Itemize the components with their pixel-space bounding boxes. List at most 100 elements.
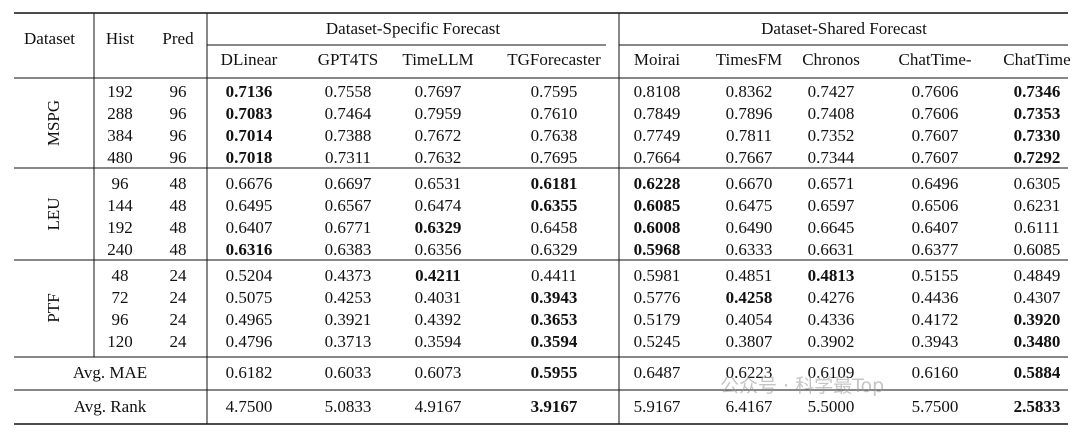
value-cell: 0.6329: [530, 240, 578, 259]
summary-value-cell: 0.6487: [633, 363, 681, 382]
pred-cell: 48: [169, 240, 187, 259]
pred-cell: 24: [169, 332, 187, 351]
hist-cell: 288: [107, 104, 133, 123]
value-cell: 0.7018: [225, 148, 273, 167]
value-cell: 0.4392: [414, 310, 462, 329]
value-cell: 0.7344: [807, 148, 855, 167]
hist-cell: 96: [111, 174, 129, 193]
value-cell: 0.7959: [414, 104, 462, 123]
value-cell: 0.7749: [633, 126, 681, 145]
summary-label: Avg. Rank: [73, 397, 147, 416]
value-cell: 0.7352: [807, 126, 855, 145]
value-cell: 0.7607: [911, 126, 959, 145]
value-cell: 0.7610: [530, 104, 578, 123]
value-cell: 0.7632: [414, 148, 462, 167]
value-cell: 0.8362: [725, 82, 773, 101]
value-cell: 0.6377: [911, 240, 959, 259]
value-cell: 0.6571: [807, 174, 855, 193]
summary-value-cell: 2.5833: [1013, 397, 1061, 416]
header-model: ChatTime: [1003, 50, 1071, 69]
value-cell: 0.7346: [1013, 82, 1061, 101]
value-cell: 0.7558: [324, 82, 372, 101]
value-cell: 0.6181: [530, 174, 578, 193]
value-cell: 0.6228: [633, 174, 681, 193]
value-cell: 0.3943: [911, 332, 959, 351]
value-cell: 0.7606: [911, 104, 959, 123]
value-cell: 0.5179: [633, 310, 681, 329]
summary-value-cell: 5.0833: [324, 397, 372, 416]
value-cell: 0.6008: [633, 218, 681, 237]
value-cell: 0.6355: [530, 196, 578, 215]
value-cell: 0.7136: [225, 82, 273, 101]
value-cell: 0.4054: [725, 310, 773, 329]
hist-cell: 192: [107, 82, 133, 101]
value-cell: 0.3653: [530, 310, 578, 329]
value-cell: 0.7330: [1013, 126, 1061, 145]
header-group-specific: Dataset-Specific Forecast: [325, 19, 501, 38]
value-cell: 0.5968: [633, 240, 681, 259]
value-cell: 0.3807: [725, 332, 773, 351]
value-cell: 0.4849: [1013, 266, 1061, 285]
value-cell: 0.7638: [530, 126, 578, 145]
pred-cell: 48: [169, 196, 187, 215]
value-cell: 0.4411: [530, 266, 578, 285]
dataset-group-label: MSPG: [44, 99, 63, 147]
value-cell: 0.3480: [1013, 332, 1061, 351]
dataset-group-label: PTF: [44, 293, 63, 323]
summary-value-cell: 0.6160: [911, 363, 959, 382]
pred-cell: 96: [169, 104, 187, 123]
value-cell: 0.6329: [414, 218, 462, 237]
value-cell: 0.6475: [725, 196, 773, 215]
value-cell: 0.3713: [324, 332, 372, 351]
value-cell: 0.7083: [225, 104, 273, 123]
value-cell: 0.6567: [324, 196, 372, 215]
hist-cell: 480: [107, 148, 133, 167]
value-cell: 0.7388: [324, 126, 372, 145]
value-cell: 0.7811: [725, 126, 773, 145]
value-cell: 0.6645: [807, 218, 855, 237]
header-pred: Pred: [162, 29, 194, 48]
summary-value-cell: 0.5884: [1013, 363, 1061, 382]
value-cell: 0.6506: [911, 196, 959, 215]
hist-cell: 96: [111, 310, 129, 329]
hist-cell: 192: [107, 218, 133, 237]
value-cell: 0.6531: [414, 174, 462, 193]
header-group-shared: Dataset-Shared Forecast: [761, 19, 927, 38]
value-cell: 0.8108: [633, 82, 681, 101]
pred-cell: 24: [169, 266, 187, 285]
pred-cell: 48: [169, 218, 187, 237]
summary-value-cell: 5.5000: [807, 397, 855, 416]
value-cell: 0.7311: [324, 148, 372, 167]
pred-cell: 96: [169, 148, 187, 167]
value-cell: 0.7014: [225, 126, 273, 145]
value-cell: 0.7464: [324, 104, 372, 123]
hist-cell: 120: [107, 332, 133, 351]
value-cell: 0.7664: [633, 148, 681, 167]
value-cell: 0.6670: [725, 174, 773, 193]
value-cell: 0.7292: [1013, 148, 1061, 167]
dataset-group-label: LEU: [44, 197, 63, 231]
value-cell: 0.4851: [725, 266, 773, 285]
value-cell: 0.4031: [414, 288, 462, 307]
value-cell: 0.5204: [225, 266, 273, 285]
value-cell: 0.6407: [225, 218, 273, 237]
pred-cell: 48: [169, 174, 187, 193]
summary-value-cell: 5.7500: [911, 397, 959, 416]
value-cell: 0.4436: [911, 288, 959, 307]
header-model: ChatTime-: [898, 50, 972, 69]
value-cell: 0.6697: [324, 174, 372, 193]
summary-value-cell: 0.6073: [414, 363, 462, 382]
value-cell: 0.4172: [911, 310, 959, 329]
value-cell: 0.6676: [225, 174, 273, 193]
pred-cell: 24: [169, 288, 187, 307]
summary-value-cell: 5.9167: [633, 397, 681, 416]
header-hist: Hist: [105, 29, 135, 48]
pred-cell: 96: [169, 82, 187, 101]
value-cell: 0.4965: [225, 310, 273, 329]
value-cell: 0.7695: [530, 148, 578, 167]
summary-value-cell: 3.9167: [530, 397, 578, 416]
summary-value-cell: 6.4167: [725, 397, 773, 416]
summary-value-cell: 0.6109: [807, 363, 855, 382]
value-cell: 0.4253: [324, 288, 372, 307]
